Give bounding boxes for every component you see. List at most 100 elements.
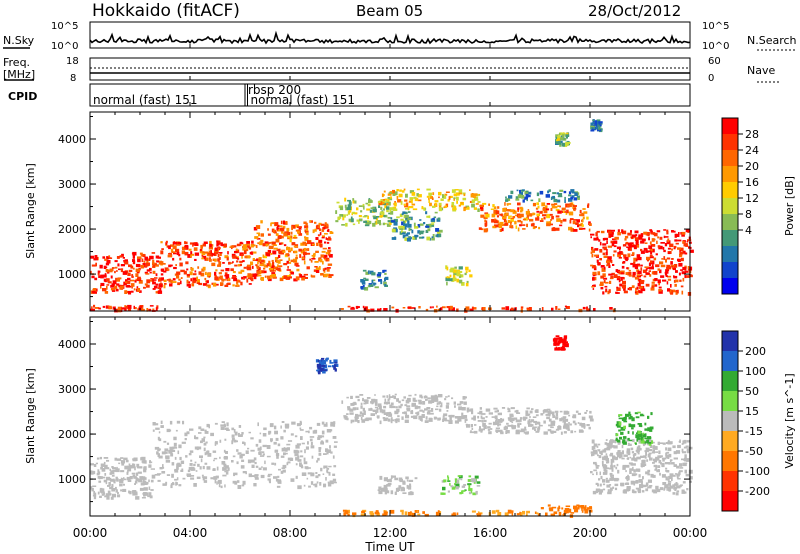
data-cell bbox=[271, 462, 275, 465]
data-cell bbox=[100, 282, 105, 286]
data-cell bbox=[158, 277, 162, 280]
data-cell bbox=[448, 196, 451, 200]
data-cell bbox=[506, 203, 512, 205]
data-cell bbox=[607, 257, 611, 262]
data-cell bbox=[431, 237, 435, 241]
data-cell bbox=[559, 410, 563, 413]
data-cell bbox=[593, 445, 596, 450]
data-cell bbox=[390, 417, 393, 421]
data-cell bbox=[555, 342, 560, 346]
data-cell bbox=[171, 251, 176, 253]
data-cell bbox=[272, 276, 277, 279]
data-cell bbox=[666, 266, 672, 269]
data-cell bbox=[274, 231, 277, 234]
data-cell bbox=[326, 429, 332, 433]
data-cell bbox=[558, 348, 563, 351]
data-cell bbox=[636, 432, 638, 434]
data-cell bbox=[142, 492, 145, 495]
data-cell bbox=[246, 266, 249, 270]
data-cell bbox=[500, 213, 503, 217]
data-cell bbox=[538, 198, 541, 202]
data-cell bbox=[648, 442, 652, 446]
data-cell bbox=[202, 476, 206, 479]
data-cell bbox=[627, 267, 630, 270]
data-cell bbox=[149, 255, 154, 260]
data-cell bbox=[563, 410, 569, 415]
data-cell bbox=[473, 430, 478, 434]
data-cell bbox=[315, 270, 320, 273]
data-cell bbox=[254, 476, 259, 478]
data-cell bbox=[473, 415, 476, 419]
data-cell bbox=[378, 486, 382, 490]
data-cell bbox=[122, 488, 127, 492]
data-cell bbox=[409, 197, 414, 201]
data-cell bbox=[458, 189, 463, 194]
data-cell bbox=[400, 218, 404, 221]
data-cell bbox=[107, 485, 110, 487]
data-cell bbox=[660, 275, 665, 278]
data-cell bbox=[468, 488, 473, 492]
data-cell bbox=[232, 261, 234, 264]
data-cell bbox=[102, 305, 106, 308]
data-cell bbox=[635, 234, 638, 237]
data-cell bbox=[257, 274, 262, 277]
data-cell bbox=[657, 279, 661, 284]
data-cell bbox=[347, 407, 351, 411]
data-cell bbox=[445, 203, 449, 208]
data-cell bbox=[567, 204, 569, 207]
data-cell bbox=[451, 202, 455, 206]
data-cell bbox=[648, 270, 651, 272]
data-cell bbox=[667, 487, 672, 492]
data-cell bbox=[106, 495, 110, 500]
data-cell bbox=[442, 486, 446, 491]
data-cell bbox=[357, 399, 360, 402]
data-cell bbox=[456, 278, 460, 283]
data-cell bbox=[310, 445, 315, 449]
data-cell bbox=[227, 467, 230, 471]
data-cell bbox=[119, 285, 124, 288]
data-cell bbox=[260, 270, 265, 274]
data-cell bbox=[596, 230, 600, 233]
data-cell bbox=[626, 488, 631, 491]
data-cell bbox=[459, 270, 463, 273]
data-cell bbox=[458, 269, 460, 274]
data-cell bbox=[379, 475, 383, 480]
data-cell bbox=[650, 412, 653, 416]
cpid-entry: normal (fast) 151 bbox=[251, 93, 355, 107]
data-cell bbox=[591, 247, 594, 250]
data-cell bbox=[560, 338, 564, 343]
data-cell bbox=[286, 462, 289, 466]
data-cell bbox=[119, 287, 124, 290]
data-cell bbox=[614, 487, 618, 491]
data-cell bbox=[591, 446, 594, 451]
data-cell bbox=[528, 420, 533, 423]
data-cell bbox=[562, 419, 566, 423]
data-cell bbox=[517, 423, 519, 426]
data-cell bbox=[617, 441, 621, 445]
nave-tick-low: 0 bbox=[708, 73, 714, 84]
data-cell bbox=[199, 249, 202, 253]
data-cell bbox=[215, 269, 218, 272]
data-cell bbox=[545, 512, 548, 516]
data-cell bbox=[207, 285, 211, 289]
data-cell bbox=[600, 475, 603, 480]
data-cell bbox=[257, 271, 261, 275]
data-cell bbox=[564, 199, 566, 203]
data-cell bbox=[600, 281, 604, 285]
data-cell bbox=[286, 260, 289, 264]
data-cell bbox=[577, 195, 580, 199]
data-cell bbox=[351, 306, 355, 310]
data-cell bbox=[540, 218, 544, 221]
data-cell bbox=[333, 465, 337, 468]
data-cell bbox=[479, 426, 481, 430]
data-cell bbox=[266, 455, 271, 458]
data-cell bbox=[410, 410, 414, 415]
data-cell bbox=[382, 395, 386, 398]
data-cell bbox=[626, 246, 631, 248]
data-cell bbox=[451, 307, 455, 311]
y-tick-label: 1000 bbox=[58, 473, 86, 486]
data-cell bbox=[99, 264, 103, 269]
data-cell bbox=[372, 208, 377, 213]
data-cell bbox=[443, 195, 447, 199]
data-cell bbox=[447, 480, 451, 482]
